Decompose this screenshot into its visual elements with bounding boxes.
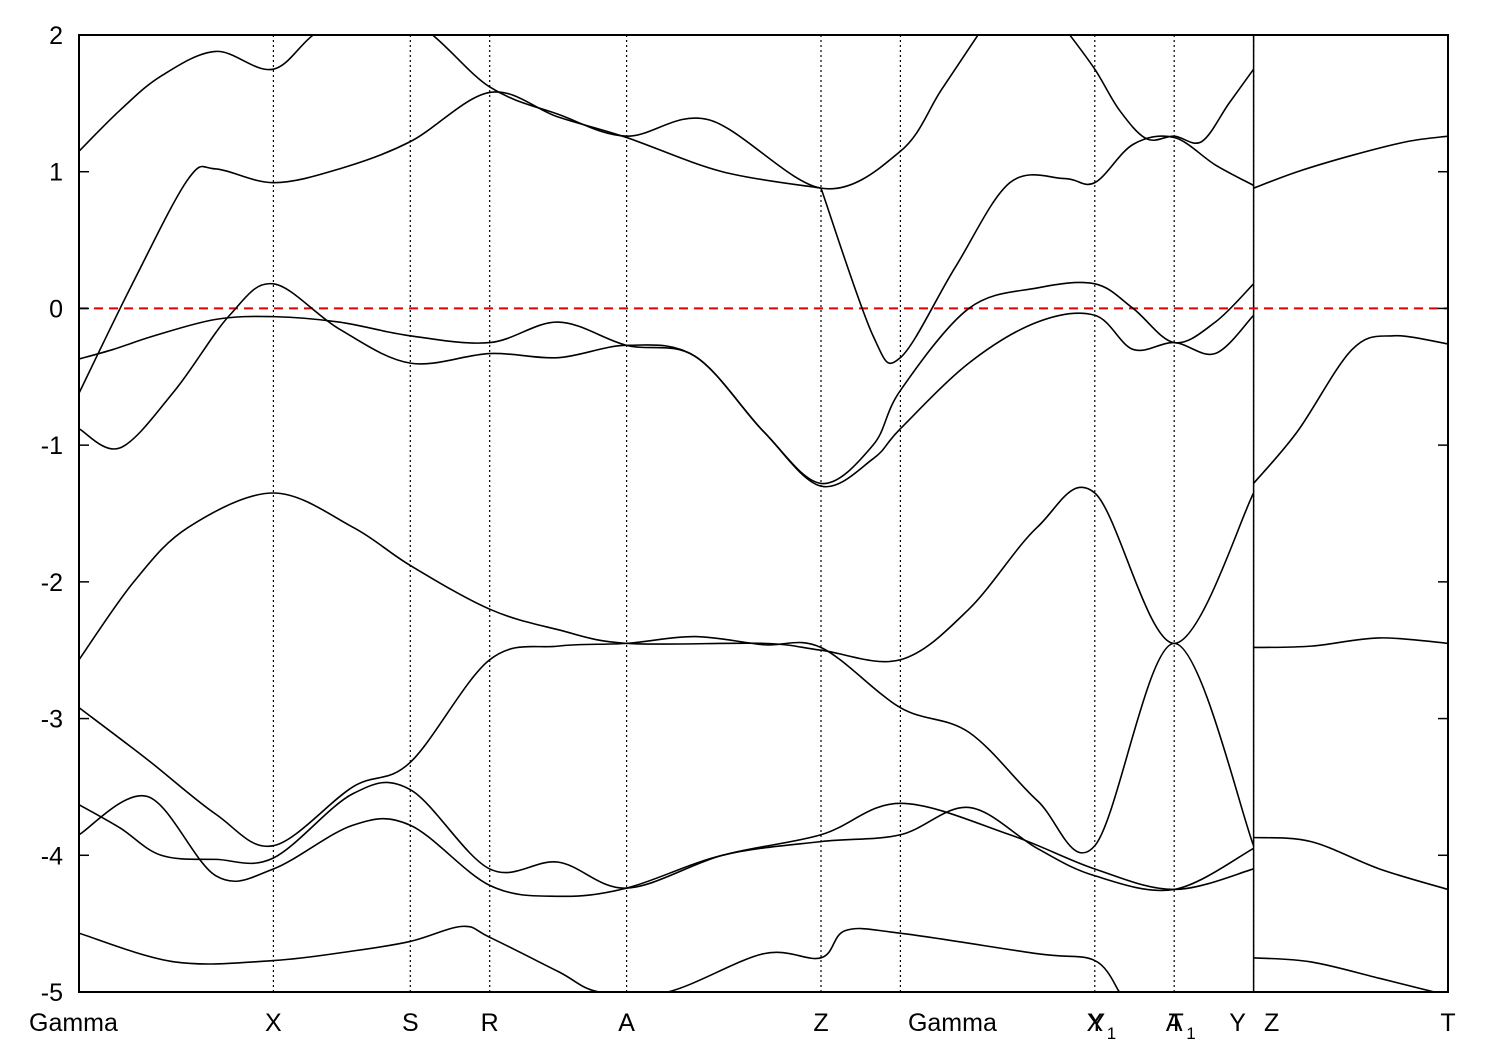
band-line [820, 135, 1254, 364]
x-tick-label: A [618, 1009, 635, 1037]
band-line [79, 91, 822, 394]
x-tick-label: A [1166, 1009, 1183, 1037]
y-tick-label: -2 [41, 569, 63, 597]
band-line [1252, 334, 1448, 484]
x-tick-label: S [402, 1009, 419, 1037]
y-tick-label: -3 [41, 706, 63, 734]
y-tick-label: 2 [49, 22, 63, 50]
band-line [1253, 637, 1448, 649]
x-tick-label: Z [1264, 1009, 1279, 1037]
y-tick-label: 0 [49, 295, 63, 323]
band-line [79, 35, 979, 190]
x-tick-label-subscript: 1 [1107, 1024, 1116, 1043]
x-tick-label-overlap: T [1169, 1009, 1184, 1037]
band-line [79, 794, 1254, 898]
x-tick-label: T [1440, 1009, 1455, 1037]
y-tick-label: -4 [41, 842, 63, 870]
y-axis-ticks: -5 -4 -3 -2 -1 0 1 2 [41, 22, 1448, 1007]
band-line [79, 486, 1255, 663]
band-line [79, 781, 1254, 891]
y-tick-label: -1 [41, 432, 63, 460]
x-tick-label-subscript: 1 [1186, 1024, 1195, 1043]
x-tick-label-overlap: Y [1088, 1009, 1105, 1037]
x-tick-label: X [1086, 1009, 1103, 1037]
plot-frame [78, 34, 1449, 993]
band-line [1253, 836, 1448, 891]
x-axis-kpoint-labels: Gamma X S R A Z Gamma XY 1 AT 1 Y Z T [29, 1009, 1456, 1043]
x-tick-label: X [265, 1009, 282, 1037]
band-line [79, 925, 1121, 992]
x-tick-label: R [481, 1009, 499, 1037]
band-lines [79, 35, 1448, 992]
band-line [1253, 135, 1448, 189]
band-line [1253, 957, 1435, 992]
x-tick-label: Z [813, 1009, 828, 1037]
band-line [79, 282, 1255, 488]
y-tick-label: 1 [49, 159, 63, 187]
x-tick-label: Gamma [908, 1009, 997, 1037]
kpoint-divider-lines [272, 35, 1255, 992]
x-tick-label: Y [1229, 1009, 1246, 1037]
x-tick-label: Gamma [29, 1009, 118, 1037]
band-line [1068, 35, 1255, 144]
band-line [79, 635, 1255, 854]
y-tick-label: -5 [41, 979, 63, 1007]
